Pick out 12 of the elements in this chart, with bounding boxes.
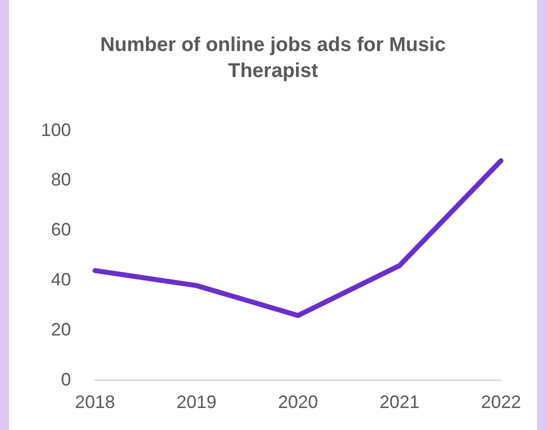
- x-tick-label: 2022: [480, 392, 521, 412]
- x-tick-label: 2021: [379, 392, 420, 412]
- x-tick-label: 2018: [75, 392, 116, 412]
- y-tick-label: 80: [51, 170, 72, 190]
- y-tick-label: 60: [51, 220, 72, 240]
- y-tick-label: 0: [61, 369, 72, 390]
- y-tick-label: 20: [51, 319, 72, 340]
- y-tick-label: 100: [40, 120, 72, 140]
- y-tick-label: 40: [51, 270, 72, 290]
- x-tick-label: 2019: [176, 392, 217, 412]
- chart-title: Number of online jobs ads for Music Therapist: [99, 33, 447, 84]
- x-tick-label: 2020: [278, 392, 318, 412]
